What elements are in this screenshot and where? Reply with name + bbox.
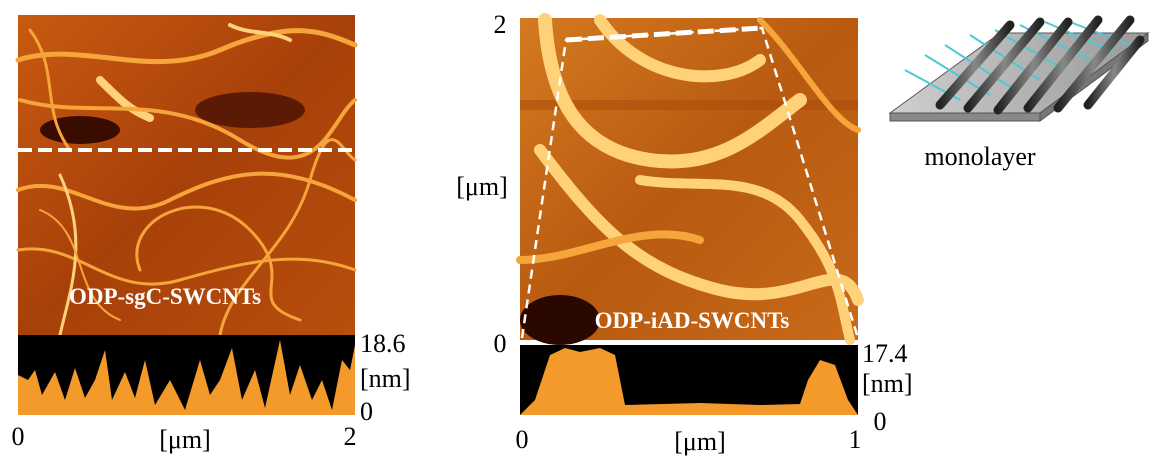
figure: ODP-sgC-SWCNTs 18.6 [nm] 0 0 [μm] 2 ODP-… [0, 0, 1160, 459]
x-start: 0 [12, 422, 25, 451]
profile-max: 18.6 [360, 329, 406, 358]
y-unit: [μm] [456, 172, 507, 201]
left-height-profile [18, 335, 355, 415]
diagram-caption: monolayer [924, 142, 1036, 171]
profile-max: 17.4 [862, 339, 908, 368]
y-top: 2 [494, 10, 507, 39]
sample-label: ODP-sgC-SWCNTs [69, 284, 261, 309]
x-end: 1 [849, 425, 862, 454]
monolayer-diagram [890, 20, 1148, 121]
x-unit: [μm] [159, 425, 210, 454]
y-bottom: 0 [494, 329, 507, 358]
profile-min: 0 [360, 397, 373, 426]
x-start: 0 [516, 425, 529, 454]
sample-label: ODP-iAD-SWCNTs [595, 308, 790, 333]
middle-height-profile [520, 345, 858, 415]
profile-min: 0 [874, 407, 887, 436]
middle-afm-image [520, 18, 858, 345]
profile-unit: [nm] [862, 369, 913, 398]
profile-unit: [nm] [360, 364, 411, 393]
x-end: 2 [344, 422, 357, 451]
x-unit: [μm] [674, 427, 725, 456]
